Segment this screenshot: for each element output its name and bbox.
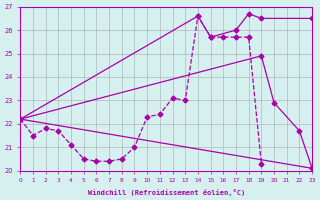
X-axis label: Windchill (Refroidissement éolien,°C): Windchill (Refroidissement éolien,°C) [88, 189, 245, 196]
